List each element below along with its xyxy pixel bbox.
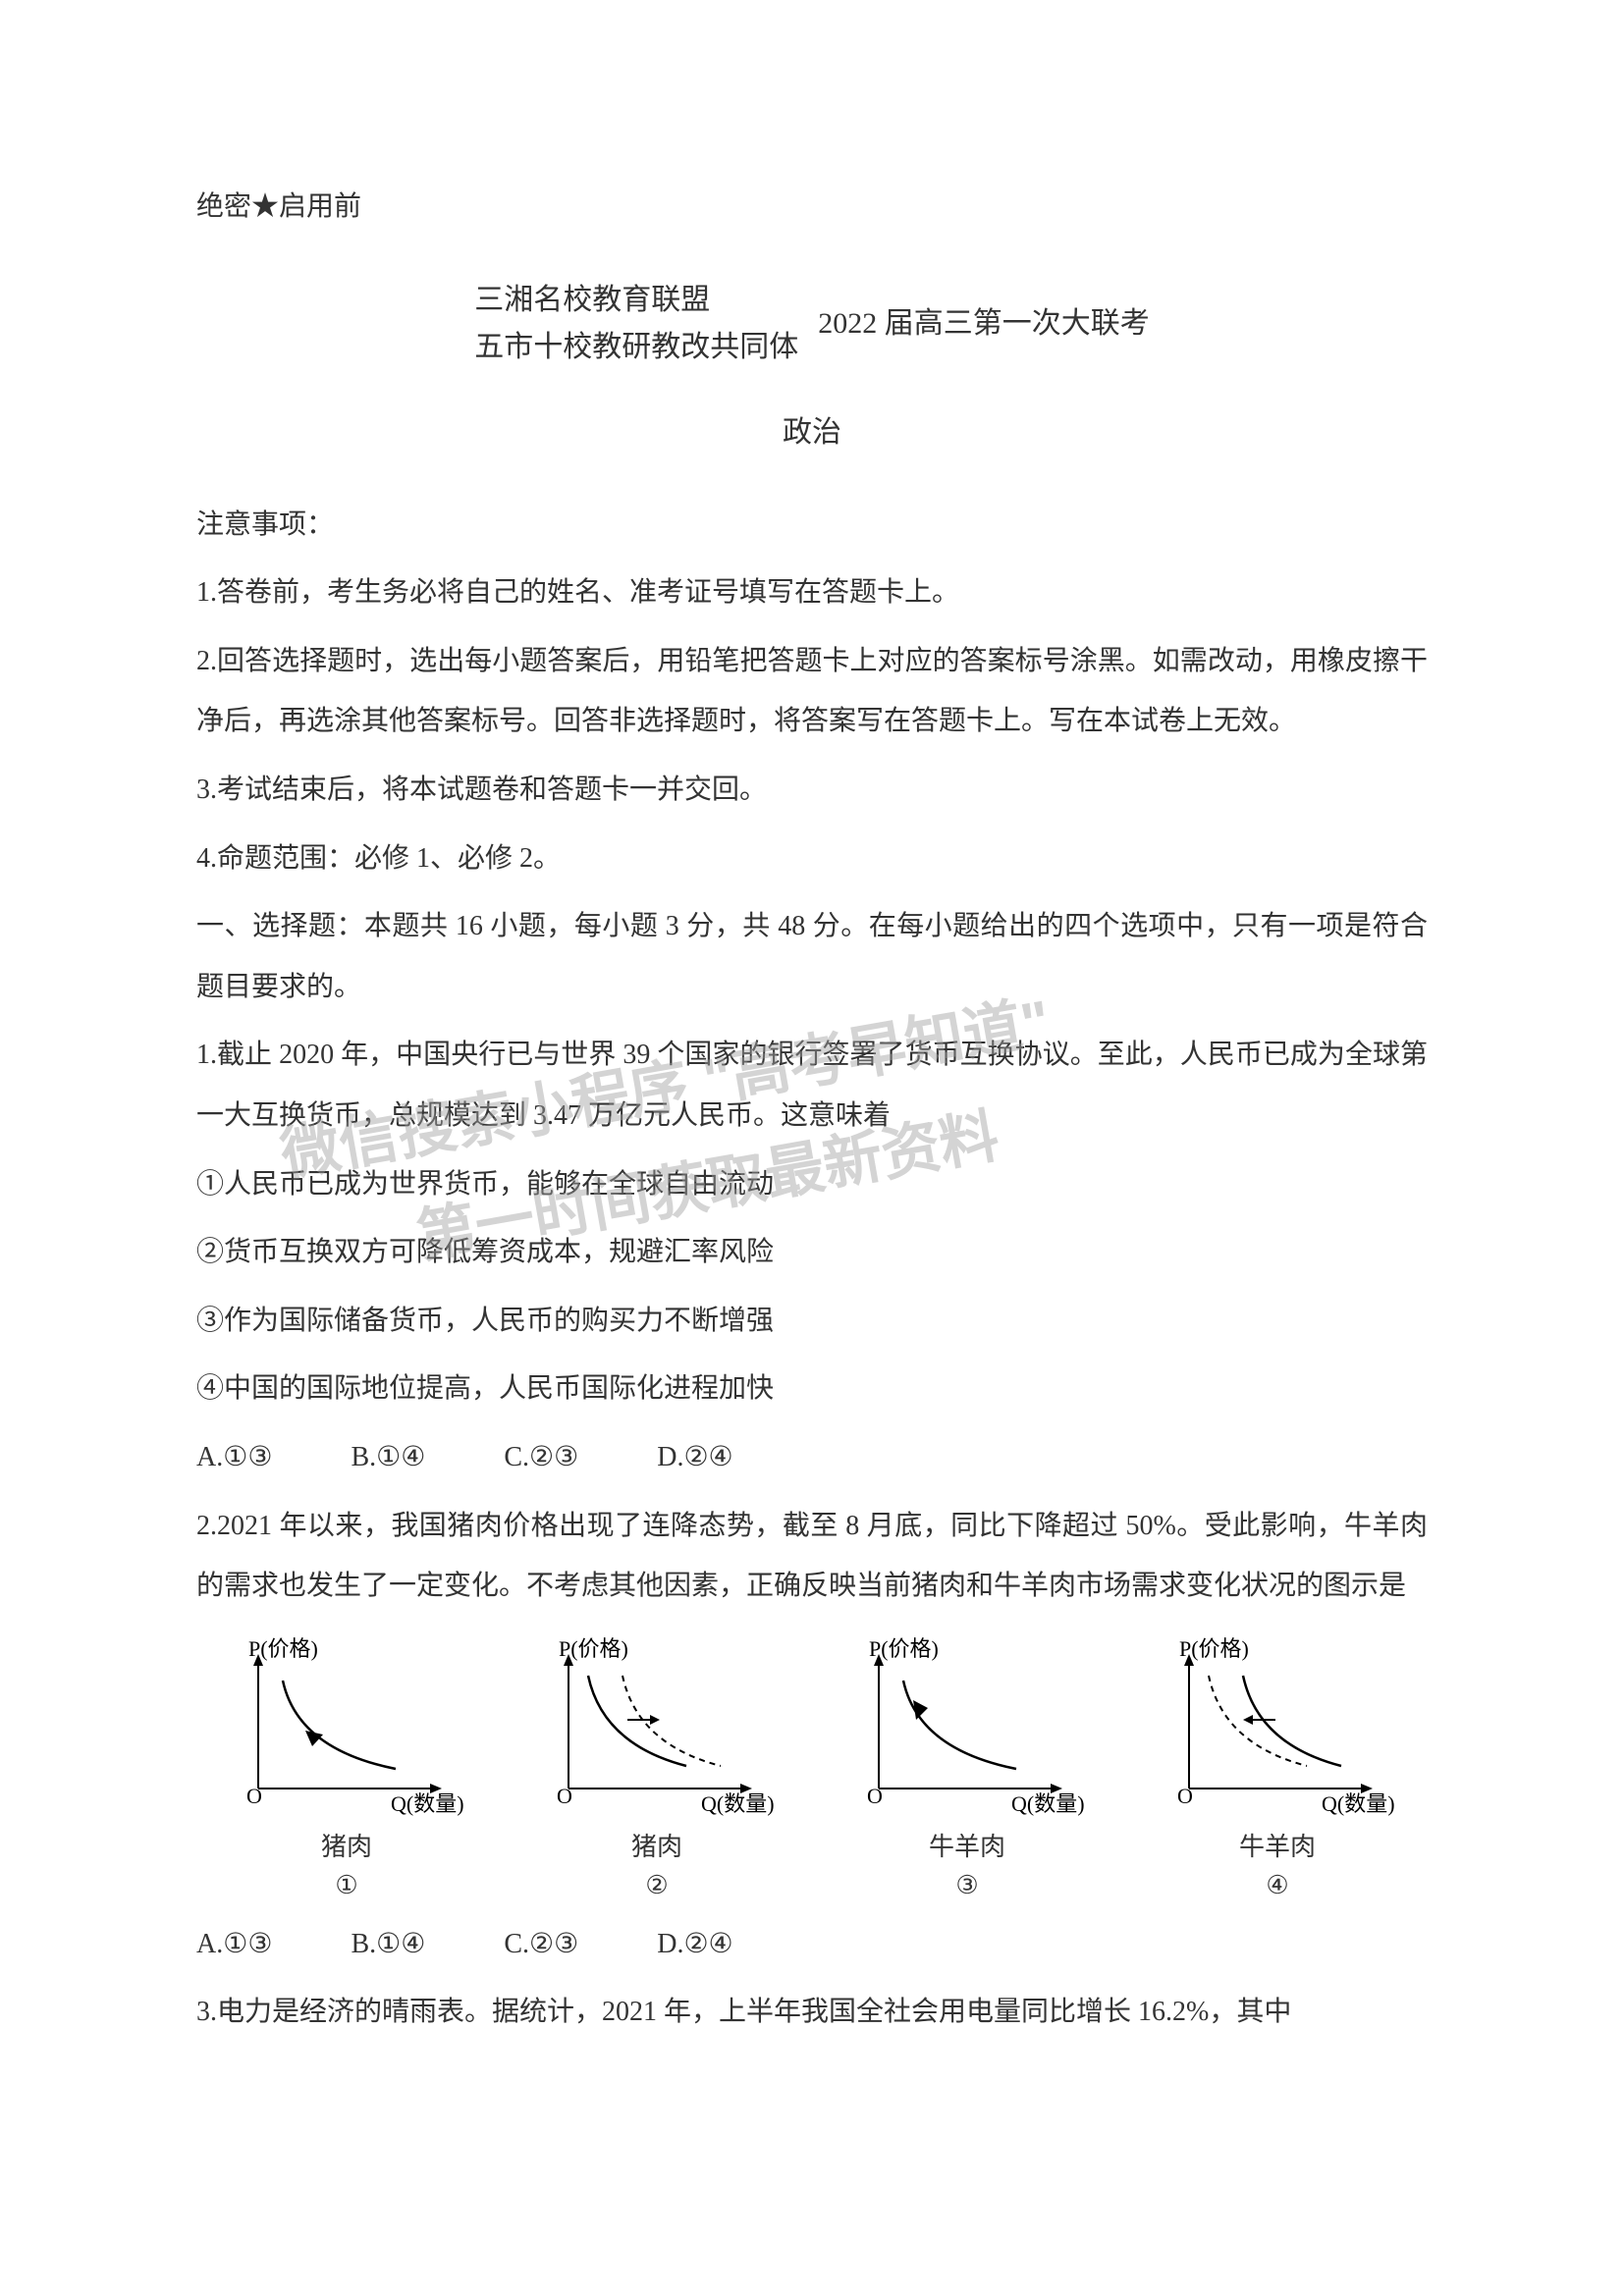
x-axis-label: Q(数量) [1011, 1791, 1085, 1816]
q1-opt: C.②③ [504, 1427, 578, 1488]
q1-item: ①人民币已成为世界货币，能够在全球自由流动 [196, 1154, 1428, 1215]
q1-item: ②货币互换双方可降低筹资成本，规避汇率风险 [196, 1222, 1428, 1283]
q2-opt: A.①③ [196, 1914, 272, 1975]
chart-svg: P(价格) O Q(数量) [1150, 1636, 1405, 1823]
x-axis-label: Q(数量) [701, 1791, 775, 1816]
exam-name: 2022 届高三第一次大联考 [818, 292, 1150, 356]
q2-stem: 2.2021 年以来，我国猪肉价格出现了连降态势，截至 8 月底，同比下降超过 … [196, 1496, 1428, 1617]
x-axis-label: Q(数量) [1322, 1791, 1395, 1816]
exam-header: 三湘名校教育联盟 五市十校教研教改共同体 2022 届高三第一次大联考 [196, 277, 1428, 371]
chart-svg: P(价格) O Q(数量) [219, 1636, 474, 1823]
q2-charts: P(价格) O Q(数量) 猪肉 ① P(价格) [196, 1636, 1428, 1904]
notice-item: 4.命题范围：必修 1、必修 2。 [196, 828, 1428, 889]
chart-2: P(价格) O Q(数量) 猪肉 ② [507, 1636, 807, 1904]
chart-1: P(价格) O Q(数量) 猪肉 ① [196, 1636, 497, 1904]
section-intro: 一、选择题：本题共 16 小题，每小题 3 分，共 48 分。在每小题给出的四个… [196, 896, 1428, 1017]
chart-svg: P(价格) O Q(数量) [529, 1636, 785, 1823]
q1-stem: 1.截止 2020 年，中国央行已与世界 39 个国家的银行签署了货币互换协议。… [196, 1025, 1428, 1146]
notice-item: 2.回答选择题时，选出每小题答案后，用铅笔把答题卡上对应的答案标号涂黑。如需改动… [196, 631, 1428, 752]
chart-svg: P(价格) O Q(数量) [839, 1636, 1095, 1823]
q2-opt: C.②③ [504, 1914, 578, 1975]
org-line-1: 三湘名校教育联盟 [474, 277, 798, 324]
notice-title: 注意事项： [196, 495, 1428, 556]
x-axis-label: Q(数量) [391, 1791, 464, 1816]
chart-product: 牛羊肉 [929, 1828, 1005, 1866]
origin-label: O [246, 1784, 262, 1808]
chart-num: ① [321, 1866, 372, 1904]
chart-num: ② [631, 1866, 682, 1904]
q2-options: A.①③ B.①④ C.②③ D.②④ [196, 1914, 1428, 1975]
q1-item: ④中国的国际地位提高，人民币国际化进程加快 [196, 1359, 1428, 1419]
q1-opt: D.②④ [657, 1427, 732, 1488]
chart-product: 猪肉 [631, 1828, 682, 1866]
origin-label: O [557, 1784, 572, 1808]
q1-options: A.①③ B.①④ C.②③ D.②④ [196, 1427, 1428, 1488]
subject-title: 政治 [196, 400, 1428, 465]
notice-item: 3.考试结束后，将本试题卷和答题卡一并交回。 [196, 760, 1428, 821]
origin-label: O [867, 1784, 883, 1808]
chart-product: 牛羊肉 [1239, 1828, 1316, 1866]
q2-opt: B.①④ [351, 1914, 425, 1975]
q1-opt: A.①③ [196, 1427, 272, 1488]
q3-stem: 3.电力是经济的晴雨表。据统计，2021 年，上半年我国全社会用电量同比增长 1… [196, 1982, 1428, 2043]
q2-opt: D.②④ [657, 1914, 732, 1975]
chart-num: ④ [1239, 1866, 1316, 1904]
chart-num: ③ [929, 1866, 1005, 1904]
chart-product: 猪肉 [321, 1828, 372, 1866]
origin-label: O [1177, 1784, 1193, 1808]
org-line-2: 五市十校教研教改共同体 [474, 324, 798, 371]
chart-4: P(价格) O Q(数量) 牛羊肉 ④ [1127, 1636, 1428, 1904]
chart-3: P(价格) O Q(数量) 牛羊肉 ③ [817, 1636, 1117, 1904]
q1-opt: B.①④ [351, 1427, 425, 1488]
q1-item: ③作为国际储备货币，人民币的购买力不断增强 [196, 1291, 1428, 1352]
confidential-label: 绝密★启用前 [196, 177, 1428, 238]
notice-item: 1.答卷前，考生务必将自己的姓名、准考证号填写在答题卡上。 [196, 562, 1428, 623]
